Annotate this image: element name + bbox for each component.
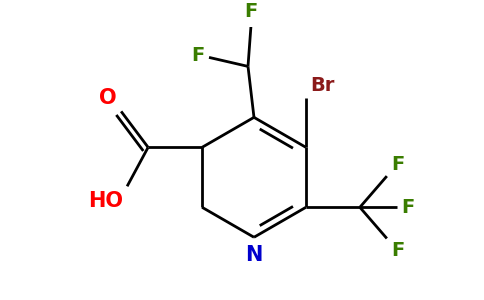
- Text: N: N: [245, 245, 263, 265]
- Text: Br: Br: [311, 76, 335, 95]
- Text: F: F: [244, 2, 257, 21]
- Text: F: F: [401, 198, 414, 217]
- Text: O: O: [99, 88, 117, 108]
- Text: F: F: [391, 241, 404, 260]
- Text: F: F: [192, 46, 205, 65]
- Text: F: F: [391, 155, 404, 174]
- Text: HO: HO: [88, 190, 123, 211]
